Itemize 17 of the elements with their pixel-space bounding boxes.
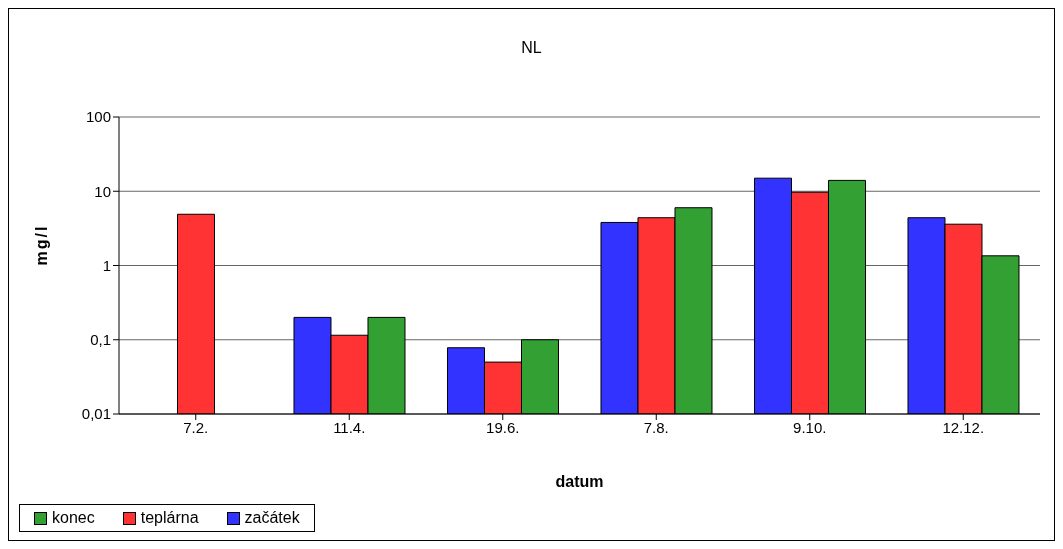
legend-label: konec bbox=[51, 509, 95, 527]
y-tick-label: 0,01 bbox=[81, 405, 111, 423]
x-tick-label: 12.12. bbox=[942, 418, 985, 436]
chart-title: NL bbox=[520, 39, 543, 57]
y-tick-label: 100 bbox=[85, 108, 111, 126]
legend-label: začátek bbox=[243, 509, 300, 527]
x-tick-label: 7.8. bbox=[643, 418, 669, 436]
y-tick-label: 0,1 bbox=[90, 331, 111, 349]
y-tick-label: 10 bbox=[94, 182, 111, 200]
y-axis-title: mg/l bbox=[32, 224, 50, 266]
x-axis-title: datum bbox=[555, 473, 604, 491]
legend-label: teplárna bbox=[139, 509, 199, 527]
x-tick-label: 7.2. bbox=[183, 418, 209, 436]
x-tick-label: 9.10. bbox=[793, 418, 827, 436]
x-tick-label: 19.6. bbox=[486, 418, 520, 436]
y-tick-label: 1 bbox=[102, 256, 111, 274]
x-tick-label: 11.4. bbox=[333, 418, 366, 436]
